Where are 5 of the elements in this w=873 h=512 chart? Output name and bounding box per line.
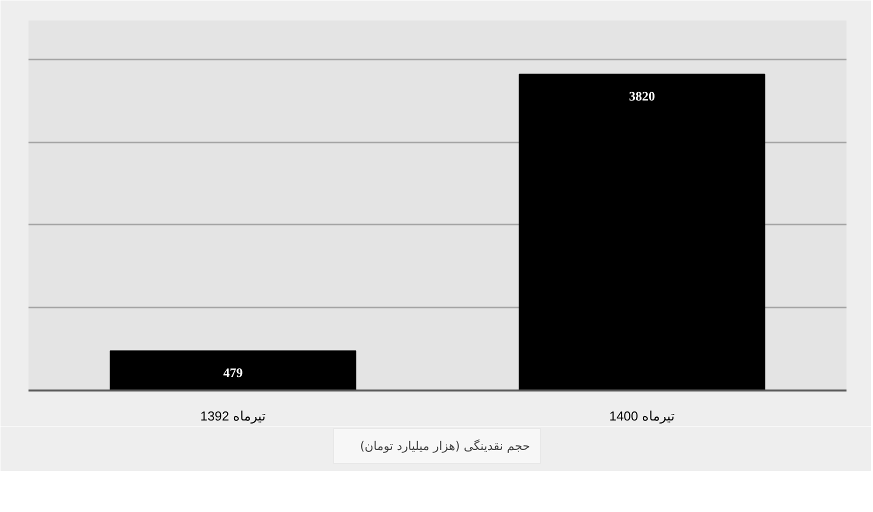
- x-tick-label: تیرماه 1392: [200, 408, 266, 424]
- data-label: 479: [223, 364, 244, 380]
- data-label: 3820: [629, 88, 655, 104]
- text: حجم نقدینگی (هزار میلیارد تومان): [360, 439, 530, 453]
- x-tick-label: تیرماه 1400: [609, 408, 675, 424]
